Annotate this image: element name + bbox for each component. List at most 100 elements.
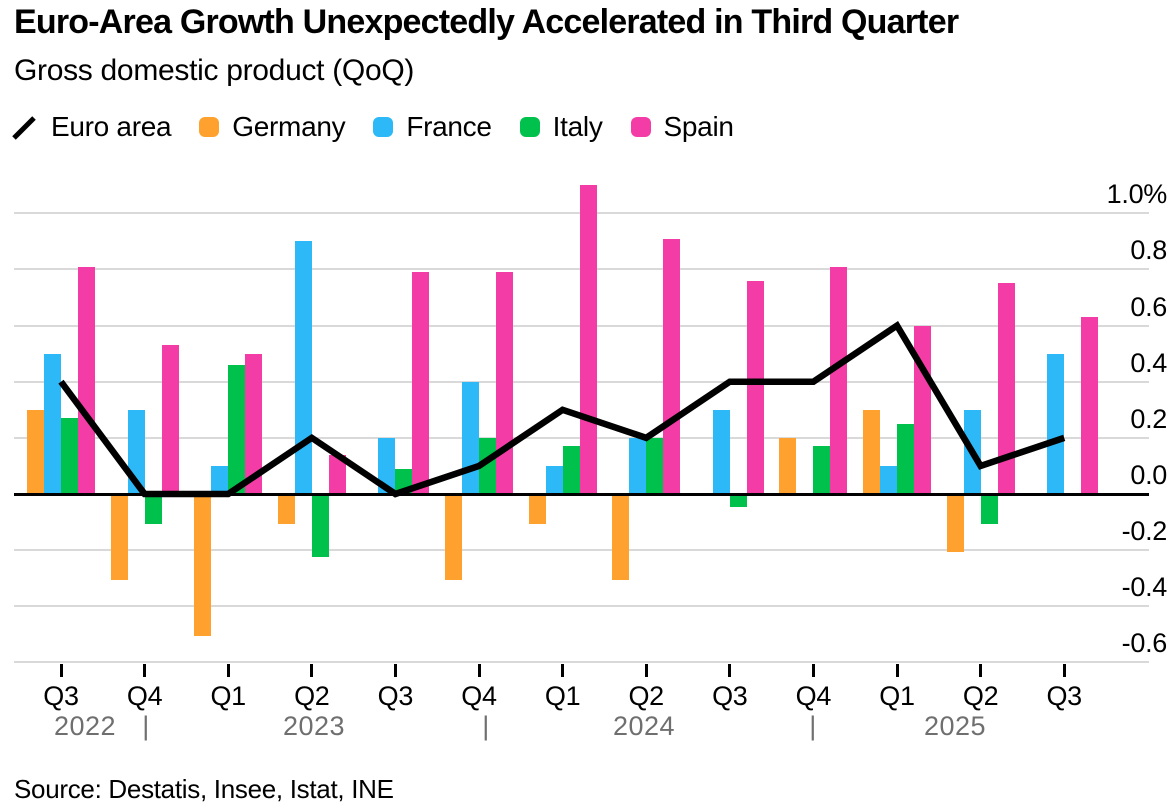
bar-italy xyxy=(228,364,246,496)
x-axis-label: Q3 xyxy=(712,681,748,711)
bar-germany xyxy=(27,409,44,496)
source-note: Source: Destatis, Insee, Istat, INE xyxy=(14,774,394,804)
bar-france xyxy=(294,241,312,496)
x-axis-label: Q3 xyxy=(377,681,414,711)
bar-spain xyxy=(78,266,95,496)
bar-france xyxy=(545,465,563,496)
bar-germany xyxy=(528,494,546,524)
bar-spain xyxy=(830,266,848,496)
y-axis-label: 0.2 xyxy=(1130,403,1167,434)
year-separator: | xyxy=(482,711,490,741)
bar-italy xyxy=(311,494,329,558)
bar-italy xyxy=(646,437,664,496)
y-axis-label: -0.2 xyxy=(1121,516,1168,547)
bar-germany xyxy=(445,494,462,580)
bar-germany xyxy=(277,494,295,524)
legend-label-germany: Germany xyxy=(232,111,346,142)
bar-germany xyxy=(863,409,880,496)
x-axis-label: Q4 xyxy=(126,681,163,711)
x-axis-tick xyxy=(59,664,63,677)
gridline xyxy=(14,549,1149,552)
year-separator: | xyxy=(809,711,817,741)
bar-france xyxy=(462,381,479,496)
x-axis-tick xyxy=(979,664,983,677)
y-axis-label: -0.6 xyxy=(1121,628,1168,659)
gridline xyxy=(14,605,1149,608)
bar-spain xyxy=(412,272,430,496)
legend: Euro area Germany France Italy Spain xyxy=(12,110,734,144)
bar-italy xyxy=(479,437,496,496)
bar-italy xyxy=(144,494,162,524)
bar-italy xyxy=(813,446,831,496)
x-axis-tick xyxy=(811,664,815,677)
x-axis-label: Q1 xyxy=(544,681,581,711)
bar-france xyxy=(712,409,730,496)
x-axis-tick xyxy=(561,664,565,677)
x-axis-label: Q2 xyxy=(628,681,664,711)
x-axis-tick xyxy=(1062,664,1066,677)
x-axis-tick xyxy=(728,664,732,677)
legend-label-euro-area: Euro area xyxy=(51,111,172,142)
bar-spain xyxy=(1081,317,1099,496)
bar-france xyxy=(629,437,647,496)
x-axis-tick xyxy=(143,664,147,677)
bar-spain xyxy=(663,238,681,496)
bar-italy xyxy=(562,446,580,496)
bar-spain xyxy=(746,280,764,496)
x-axis-tick xyxy=(393,664,397,677)
x-axis-tick xyxy=(310,664,314,677)
bar-france xyxy=(880,465,897,496)
euro-area-line-icon xyxy=(12,116,36,140)
year-label: 2022 xyxy=(53,711,117,741)
bar-germany xyxy=(194,494,212,636)
bar-spain xyxy=(328,454,346,496)
x-axis-tick xyxy=(226,664,230,677)
bar-germany xyxy=(779,437,797,496)
bar-france xyxy=(378,437,396,496)
legend-item-euro-area: Euro area xyxy=(12,111,172,143)
legend-swatch-germany xyxy=(199,117,220,137)
bar-germany xyxy=(110,494,128,580)
x-axis-label: Q1 xyxy=(210,681,246,711)
page-title: Euro-Area Growth Unexpectedly Accelerate… xyxy=(14,3,959,41)
bar-italy xyxy=(395,468,413,496)
legend-item-italy: Italy xyxy=(519,111,603,143)
x-axis-label: Q4 xyxy=(795,681,832,711)
bar-spain xyxy=(579,185,597,496)
legend-item-spain: Spain xyxy=(630,111,734,143)
bar-italy xyxy=(61,418,78,496)
x-axis-label: Q3 xyxy=(1046,681,1082,711)
bar-france xyxy=(963,409,981,496)
bar-spain xyxy=(245,353,263,496)
x-axis-label: Q2 xyxy=(294,681,330,711)
x-axis-label: Q2 xyxy=(962,681,999,711)
legend-label-spain: Spain xyxy=(663,111,734,142)
y-axis-label: 0.6 xyxy=(1130,291,1167,322)
bar-germany xyxy=(612,494,630,580)
x-axis-label: Q1 xyxy=(879,681,915,711)
bar-france xyxy=(127,409,145,496)
bar-italy xyxy=(897,423,914,496)
bar-spain xyxy=(914,325,931,496)
gridline xyxy=(14,661,1149,664)
legend-label-italy: Italy xyxy=(552,111,603,142)
bar-spain xyxy=(496,272,513,496)
y-axis-label: 0.8 xyxy=(1130,235,1167,266)
year-label: 2025 xyxy=(923,711,987,741)
x-axis-tick xyxy=(895,664,899,677)
x-axis-label: Q3 xyxy=(43,681,79,711)
bar-italy xyxy=(980,494,998,524)
legend-label-france: France xyxy=(406,111,492,142)
bar-spain xyxy=(161,345,179,496)
y-axis-label: -0.4 xyxy=(1121,572,1168,603)
bar-france xyxy=(44,353,61,496)
legend-swatch-spain xyxy=(630,117,651,137)
y-axis-label: 0.4 xyxy=(1130,347,1167,378)
x-axis-label: Q4 xyxy=(461,681,497,711)
legend-swatch-france xyxy=(373,117,394,137)
bar-germany xyxy=(946,494,964,552)
x-axis-tick xyxy=(477,664,481,677)
y-axis-label: 1.0% xyxy=(1106,179,1168,210)
bar-france xyxy=(211,465,229,496)
